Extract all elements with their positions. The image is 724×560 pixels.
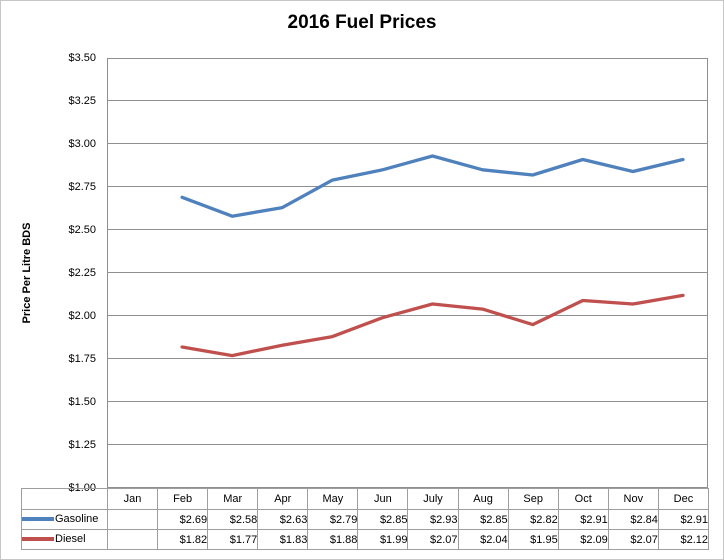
value-cell: $1.77 <box>207 529 259 550</box>
plot-area <box>107 58 708 488</box>
month-cell-may: May <box>307 488 359 510</box>
month-header-row: Jan Feb Mar Apr May Jun July Aug Sep Oct Nov Dec <box>21 488 710 510</box>
data-table: Jan Feb Mar Apr May Jun July Aug Sep Oct Nov Dec Gas… <box>21 488 710 550</box>
y-tick-label: $2.75 <box>68 181 96 193</box>
month-cell-dec: Dec <box>657 488 710 510</box>
value-cell: $1.99 <box>357 529 409 550</box>
y-tick-label: $1.25 <box>68 439 96 451</box>
y-tick-label: $1.50 <box>68 396 96 408</box>
value-cell: $2.09 <box>557 529 609 550</box>
value-cell: $2.04 <box>457 529 509 550</box>
month-cell-jan: Jan <box>106 488 159 510</box>
value-cell: $1.88 <box>307 529 359 550</box>
legend-label: Diesel <box>55 533 86 546</box>
y-tick-label: $1.75 <box>68 353 96 365</box>
month-cell-aug: Aug <box>457 488 509 510</box>
value-cell: $2.63 <box>257 509 309 530</box>
value-cell: $2.07 <box>407 529 459 550</box>
value-cell: $1.83 <box>257 529 309 550</box>
value-cell: $2.91 <box>557 509 609 530</box>
value-cell: $2.79 <box>307 509 359 530</box>
table-row-gasoline: Gasoline $2.69 $2.58 $2.63 $2.79 $2.85 $2.93 $2… <box>21 509 710 530</box>
value-cell: $2.91 <box>657 509 710 530</box>
y-tick-label: $3.50 <box>68 52 96 64</box>
gasoline-line <box>180 154 685 218</box>
value-cell: $2.93 <box>407 509 459 530</box>
y-tick-label: $2.25 <box>68 267 96 279</box>
month-cell-feb: Feb <box>157 488 209 510</box>
legend-cell-gasoline: Gasoline <box>21 509 108 530</box>
month-cell-jun: Jun <box>357 488 409 510</box>
value-cell: $2.07 <box>607 529 659 550</box>
legend-cell-diesel: Diesel <box>21 529 108 550</box>
value-cell: $2.58 <box>207 509 259 530</box>
y-tick-label: $3.25 <box>68 95 96 107</box>
value-cell: $2.84 <box>607 509 659 530</box>
value-cell: $2.12 <box>657 529 710 550</box>
table-corner-cell <box>21 488 108 510</box>
value-cell: $2.85 <box>457 509 509 530</box>
value-cell: $2.85 <box>357 509 409 530</box>
month-cell-nov: Nov <box>607 488 659 510</box>
y-tick-label: $3.00 <box>68 138 96 150</box>
value-cell: $1.95 <box>507 529 559 550</box>
y-tick-label: $2.00 <box>68 310 96 322</box>
legend-label: Gasoline <box>55 513 99 526</box>
diesel-legend-swatch <box>22 536 54 541</box>
value-cell <box>106 529 159 550</box>
month-cell-mar: Mar <box>207 488 259 510</box>
month-cell-oct: Oct <box>557 488 609 510</box>
gasoline-legend-swatch <box>22 516 54 521</box>
month-cell-apr: Apr <box>257 488 309 510</box>
y-tick-label: $2.50 <box>68 224 96 236</box>
month-cell-july: July <box>407 488 459 510</box>
value-cell: $1.82 <box>157 529 209 550</box>
month-cell-sep: Sep <box>507 488 559 510</box>
diesel-line <box>180 293 685 358</box>
value-cell <box>106 509 159 530</box>
value-cell: $2.69 <box>157 509 209 530</box>
chart-title: 2016 Fuel Prices <box>287 12 437 33</box>
table-row-diesel: Diesel $1.82 $1.77 $1.83 $1.88 $1.99 $2.07 $2.0… <box>21 529 710 550</box>
value-cell: $2.82 <box>507 509 559 530</box>
